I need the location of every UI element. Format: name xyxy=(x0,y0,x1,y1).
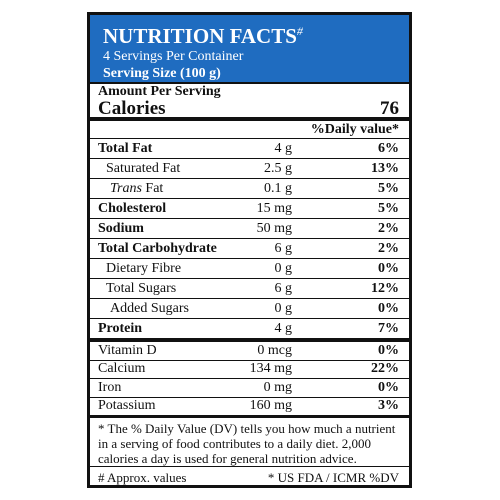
nutrient-name: Vitamin D xyxy=(90,343,221,359)
calories-label: Calories xyxy=(98,98,166,119)
nutrient-name: Sodium xyxy=(90,221,221,237)
nutrient-amount: 6 g xyxy=(274,240,293,256)
title-mark: # xyxy=(296,24,303,38)
nutrient-row: Calcium 134 mg 22% xyxy=(90,361,409,379)
nutrient-amount: 0.1 g xyxy=(264,180,292,196)
calories-block: Amount Per Serving Calories 76 xyxy=(90,84,409,121)
nutrient-name: Total Carbohydrate xyxy=(90,241,221,257)
nutrient-dv: 0% xyxy=(378,260,399,276)
nutrient-name-text: Dietary Fibre xyxy=(106,260,182,276)
nutrient-name-prefix: Trans xyxy=(110,180,142,196)
nutrient-dv: 12% xyxy=(371,280,399,296)
nutrient-amount: 4 g xyxy=(274,320,293,336)
nutrient-name-text: Iron xyxy=(98,379,122,395)
nutrient-name: Cholesterol xyxy=(90,201,221,217)
title: NUTRITION FACTS# xyxy=(103,19,399,48)
nutrient-dv: 3% xyxy=(378,398,399,414)
nutrient-name-text: Protein xyxy=(98,320,143,336)
nutrient-row: Added Sugars 0 g 0% xyxy=(90,299,409,319)
nutrient-name-text: Sodium xyxy=(98,220,144,236)
calories-row: Calories 76 xyxy=(98,98,399,119)
nutrient-name-text: Potassium xyxy=(98,398,156,414)
nutrient-dv: 2% xyxy=(378,240,399,256)
calories-value: 76 xyxy=(380,98,399,119)
nutrient-name-text: Total Fat xyxy=(98,140,153,156)
nutrient-name: Protein xyxy=(90,321,221,337)
nutrient-row: Total Fat 4 g 6% xyxy=(90,139,409,159)
nutrient-name: Added Sugars xyxy=(90,301,221,317)
nutrient-amount: 15 mg xyxy=(256,200,292,216)
footer: # Approx. values * US FDA / ICMR %DV xyxy=(90,467,409,486)
nutrient-row: Potassium 160 mg 3% xyxy=(90,398,409,418)
nutrient-name-text: Cholesterol xyxy=(98,200,167,216)
footer-right: * US FDA / ICMR %DV xyxy=(267,470,399,485)
nutrient-dv: 0% xyxy=(378,300,399,316)
nutrient-rows: Total Fat 4 g 6% Saturated Fat 2.5 g 13% Trans… xyxy=(90,139,409,418)
nutrient-dv: 7% xyxy=(378,320,399,336)
nutrient-name: Saturated Fat xyxy=(90,161,221,177)
nutrient-amount: 0 mcg xyxy=(257,342,292,358)
nutrient-row: Iron 0 mg 0% xyxy=(90,379,409,398)
nutrient-name-text: Calcium xyxy=(98,361,146,377)
nutrient-dv: 5% xyxy=(378,200,399,216)
servings: 4 Servings Per Container xyxy=(103,49,244,64)
nutrient-name-text: Added Sugars xyxy=(110,300,189,316)
nutrient-dv: 0% xyxy=(378,379,399,395)
nutrient-dv: 2% xyxy=(378,220,399,236)
amount-heading: Amount Per Serving xyxy=(98,84,221,99)
nutrition-label: NUTRITION FACTS# 4 Servings Per Containe… xyxy=(87,12,412,488)
nutrient-dv: 22% xyxy=(371,361,399,377)
nutrient-amount: 50 mg xyxy=(256,220,292,236)
nutrient-name-text: Vitamin D xyxy=(98,342,157,358)
nutrient-amount: 4 g xyxy=(274,140,293,156)
nutrient-name: Dietary Fibre xyxy=(90,261,221,277)
footnote: * The % Daily Value (DV) tells you how m… xyxy=(90,418,409,467)
nutrient-name-text: Total Carbohydrate xyxy=(98,240,217,256)
nutrient-amount: 160 mg xyxy=(249,398,292,414)
nutrient-name: Trans Fat xyxy=(90,181,221,197)
nutrient-name: Total Fat xyxy=(90,141,221,157)
nutrient-name-text: Fat xyxy=(145,180,164,196)
nutrient-amount: 6 g xyxy=(274,280,293,296)
nutrient-name-text: Saturated Fat xyxy=(106,160,181,176)
dv-heading: %Daily value* xyxy=(90,121,409,139)
nutrient-row: Cholesterol 15 mg 5% xyxy=(90,199,409,219)
label-header: NUTRITION FACTS# 4 Servings Per Containe… xyxy=(90,15,409,84)
nutrient-dv: 0% xyxy=(378,342,399,358)
nutrient-amount: 0 mg xyxy=(263,379,292,395)
nutrient-row: Sodium 50 mg 2% xyxy=(90,219,409,239)
nutrient-name: Total Sugars xyxy=(90,281,221,297)
nutrient-dv: 6% xyxy=(378,140,399,156)
nutrient-row: Trans Fat 0.1 g 5% xyxy=(90,179,409,199)
nutrient-amount: 0 g xyxy=(274,260,293,276)
nutrient-name-text: Total Sugars xyxy=(106,280,177,296)
footer-left: # Approx. values xyxy=(98,470,187,485)
nutrient-name: Calcium xyxy=(90,361,221,377)
nutrient-amount: 134 mg xyxy=(249,361,292,377)
serving-size: Serving Size (100 g) xyxy=(103,66,221,81)
nutrient-row: Total Carbohydrate 6 g 2% xyxy=(90,239,409,259)
nutrient-name: Potassium xyxy=(90,398,221,414)
nutrient-dv: 5% xyxy=(378,180,399,196)
nutrient-row: Protein 4 g 7% xyxy=(90,319,409,342)
nutrient-row: Dietary Fibre 0 g 0% xyxy=(90,259,409,279)
title-text: NUTRITION FACTS xyxy=(103,24,297,48)
nutrient-row: Total Sugars 6 g 12% xyxy=(90,279,409,299)
nutrient-name: Iron xyxy=(90,380,221,396)
nutrient-row: Saturated Fat 2.5 g 13% xyxy=(90,159,409,179)
nutrient-dv: 13% xyxy=(371,160,399,176)
nutrient-amount: 2.5 g xyxy=(264,160,292,176)
nutrient-row: Vitamin D 0 mcg 0% xyxy=(90,342,409,361)
nutrient-amount: 0 g xyxy=(274,300,293,316)
